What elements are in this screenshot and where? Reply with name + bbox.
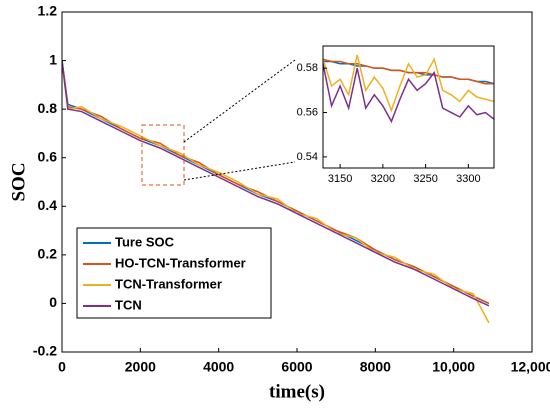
legend-label: TCN xyxy=(115,297,142,312)
y-tick-label: 1.2 xyxy=(38,3,58,19)
axes-frame xyxy=(322,45,495,169)
main-plot: 0 2000 4000 6000 8000 10,000 12,000-0.200.20.4… xyxy=(33,3,550,375)
x-tick-label: 10,000 xyxy=(432,359,475,375)
zoom-box xyxy=(141,124,185,186)
zoom-arrow xyxy=(183,59,296,143)
y-tick-label: 0.56 xyxy=(297,106,318,118)
inset-background xyxy=(297,44,496,188)
y-tick-label: 0.6 xyxy=(38,148,58,164)
y-tick-label: 0 xyxy=(49,294,57,310)
zoom-arrow xyxy=(183,161,296,181)
y-tick-label: 0.54 xyxy=(297,151,318,163)
x-tick-label: 4000 xyxy=(203,359,234,375)
y-tick-label: -0.2 xyxy=(33,343,57,359)
y-tick-label: 0.2 xyxy=(38,246,58,262)
inset-plot: 3150 3200 3250 3300 0.54 0.56 0.58 xyxy=(297,45,495,185)
x-tick-label: 12,000 xyxy=(511,359,550,375)
x-tick-label: 3150 xyxy=(328,173,352,185)
y-tick-label: 0.58 xyxy=(297,62,318,74)
series-line xyxy=(62,60,490,307)
y-tick-label: 1 xyxy=(49,51,57,67)
x-tick-label: 8000 xyxy=(360,359,391,375)
y-axis-label: SOC xyxy=(8,162,29,201)
series-line xyxy=(323,63,494,124)
x-axis-label: time(s) xyxy=(269,381,325,402)
x-tick-label: 3250 xyxy=(413,173,437,185)
series-line xyxy=(323,54,494,113)
x-tick-label: 2000 xyxy=(125,359,156,375)
x-tick-label: 3200 xyxy=(371,173,395,185)
legend-label: HO-TCN-Transformer xyxy=(115,255,246,270)
legend-label: Ture SOC xyxy=(115,234,175,249)
y-tick-label: 0.4 xyxy=(38,197,58,213)
legend-label: TCN-Transformer xyxy=(115,276,222,291)
x-tick-label: 0 xyxy=(58,359,66,375)
legend xyxy=(76,227,272,319)
x-tick-label: 3300 xyxy=(456,173,480,185)
series-line xyxy=(323,58,494,85)
y-tick-label: 0.8 xyxy=(38,100,58,116)
x-tick-label: 6000 xyxy=(281,359,312,375)
